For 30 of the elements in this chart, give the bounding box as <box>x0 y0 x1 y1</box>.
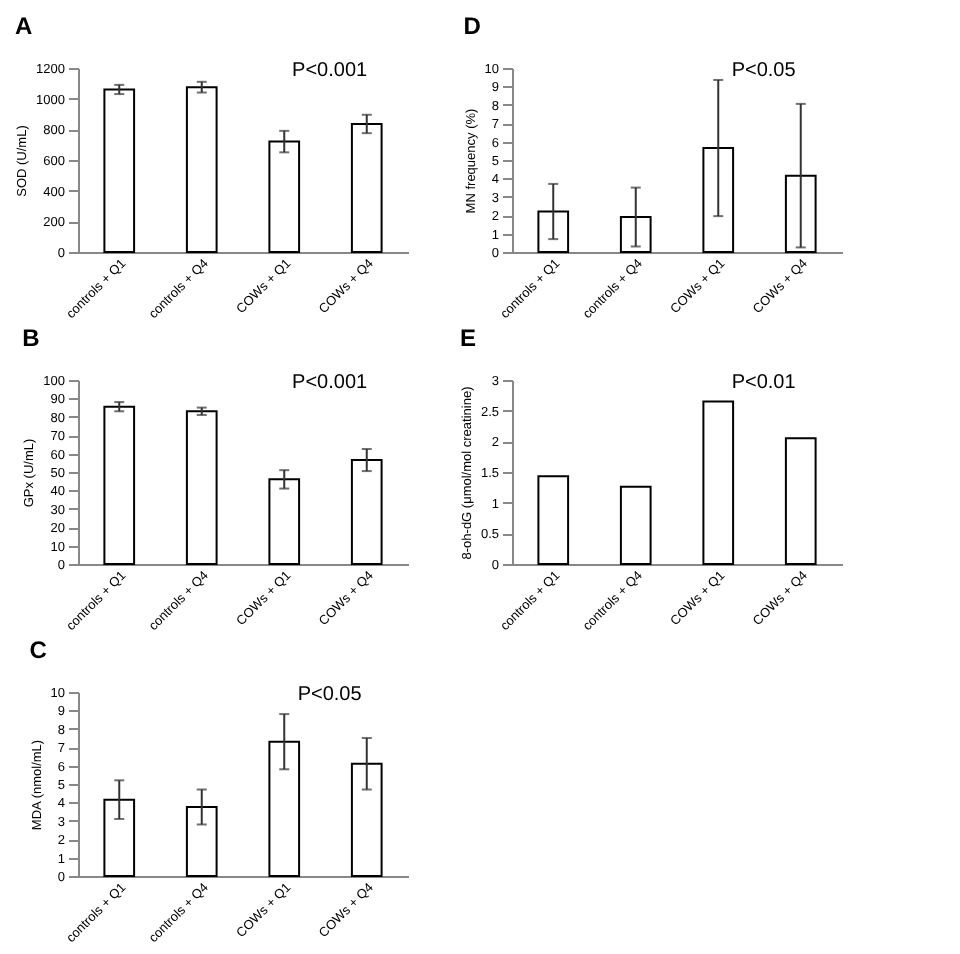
annotation: P<0.001 <box>292 372 369 394</box>
annotation: P<0.01 <box>731 372 797 394</box>
bar <box>268 478 301 565</box>
chart-title: B <box>22 324 41 352</box>
bar <box>185 86 218 253</box>
bar <box>350 762 383 877</box>
annotation: P<0.05 <box>731 60 797 82</box>
bar <box>103 88 136 253</box>
bar <box>103 798 136 877</box>
annotation: P<0.05 <box>297 684 363 706</box>
bar <box>784 174 817 253</box>
bar <box>619 485 652 565</box>
bar <box>268 140 301 253</box>
bar <box>350 459 383 565</box>
bar <box>185 806 218 877</box>
bar <box>350 122 383 253</box>
bar <box>537 475 570 565</box>
bar <box>619 216 652 253</box>
bar <box>784 437 817 565</box>
chart-title: E <box>459 324 476 352</box>
bar <box>103 405 136 565</box>
bar <box>268 740 301 877</box>
bar <box>537 210 570 253</box>
chart-title: A <box>15 12 34 40</box>
chart-title: D <box>463 12 482 40</box>
bar <box>702 147 735 253</box>
bar <box>185 410 218 565</box>
chart-title: C <box>29 636 48 664</box>
bar <box>702 400 735 565</box>
annotation: P<0.001 <box>292 60 369 82</box>
